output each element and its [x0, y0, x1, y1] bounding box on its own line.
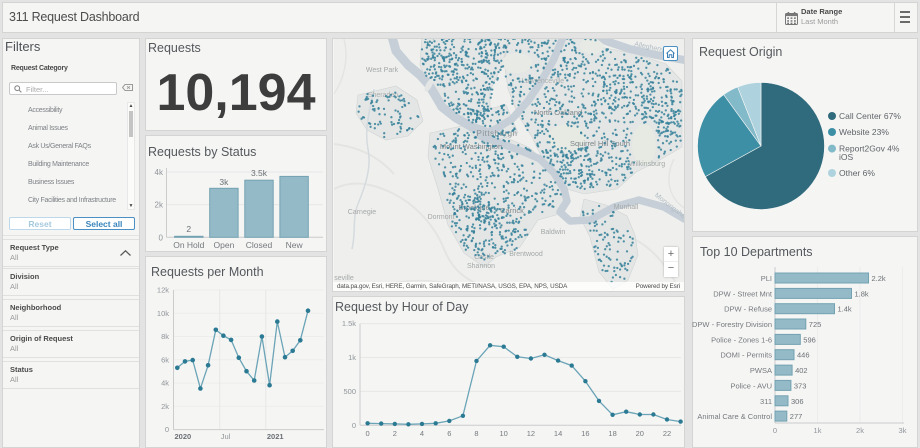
- svg-text:10: 10: [500, 429, 508, 438]
- svg-text:0: 0: [159, 233, 164, 242]
- svg-text:373: 373: [794, 381, 807, 390]
- svg-text:8: 8: [474, 429, 478, 438]
- svg-text:10k: 10k: [157, 309, 169, 318]
- svg-text:6: 6: [447, 429, 451, 438]
- svg-text:Animal Care & Control: Animal Care & Control: [697, 412, 772, 421]
- svg-text:1.5k: 1.5k: [342, 319, 356, 328]
- svg-text:8k: 8k: [161, 332, 169, 341]
- svg-text:3k: 3k: [219, 177, 229, 187]
- svg-text:Open: Open: [214, 240, 235, 250]
- svg-text:1.8k: 1.8k: [855, 289, 869, 298]
- svg-text:Carnegie: Carnegie: [348, 209, 377, 216]
- svg-text:402: 402: [795, 366, 808, 375]
- svg-text:2: 2: [186, 224, 191, 234]
- svg-text:2020: 2020: [175, 432, 192, 441]
- svg-text:DOMI - Permits: DOMI - Permits: [720, 351, 772, 360]
- svg-text:14: 14: [554, 429, 562, 438]
- svg-text:Other 6%: Other 6%: [839, 168, 875, 178]
- svg-text:3.5k: 3.5k: [251, 168, 268, 178]
- svg-text:311: 311: [760, 397, 772, 406]
- svg-text:0: 0: [352, 421, 356, 430]
- svg-text:2: 2: [393, 429, 397, 438]
- svg-text:16: 16: [581, 429, 589, 438]
- svg-text:DPW - Street Mnt: DPW - Street Mnt: [713, 289, 773, 298]
- svg-text:3k: 3k: [899, 426, 907, 435]
- svg-text:2k: 2k: [155, 201, 164, 210]
- svg-text:iOS: iOS: [839, 152, 854, 162]
- svg-text:Jul: Jul: [221, 432, 231, 441]
- svg-text:0: 0: [366, 429, 370, 438]
- svg-text:On Hold: On Hold: [173, 240, 204, 250]
- svg-text:725: 725: [809, 320, 822, 329]
- svg-text:4k: 4k: [155, 168, 164, 177]
- svg-text:6k: 6k: [161, 355, 169, 364]
- svg-text:Call Center 67%: Call Center 67%: [839, 111, 901, 121]
- svg-text:1.4k: 1.4k: [838, 305, 852, 314]
- svg-text:22: 22: [663, 429, 671, 438]
- svg-text:Dormont: Dormont: [428, 214, 455, 221]
- svg-text:306: 306: [791, 397, 804, 406]
- svg-text:0: 0: [773, 426, 777, 435]
- svg-text:Shannon: Shannon: [467, 263, 495, 270]
- svg-text:2.2k: 2.2k: [872, 274, 886, 283]
- svg-text:500: 500: [343, 387, 356, 396]
- svg-text:Police - Zones 1-6: Police - Zones 1-6: [711, 335, 772, 344]
- svg-text:Brentwood: Brentwood: [509, 251, 543, 258]
- svg-text:DPW - Forestry Division: DPW - Forestry Division: [692, 320, 772, 329]
- svg-text:4: 4: [420, 429, 424, 438]
- svg-text:277: 277: [790, 412, 803, 421]
- svg-text:seville: seville: [334, 275, 354, 282]
- svg-text:PLI: PLI: [761, 274, 772, 283]
- svg-text:2021: 2021: [267, 432, 284, 441]
- svg-text:596: 596: [803, 335, 816, 344]
- svg-text:Police - AVU: Police - AVU: [730, 381, 772, 390]
- svg-text:446: 446: [797, 351, 810, 360]
- svg-text:West Park: West Park: [366, 67, 399, 74]
- svg-text:20: 20: [636, 429, 644, 438]
- svg-text:PWSA: PWSA: [750, 366, 772, 375]
- svg-text:4k: 4k: [161, 379, 169, 388]
- svg-text:DPW - Refuse: DPW - Refuse: [724, 305, 772, 314]
- svg-text:Closed: Closed: [246, 240, 273, 250]
- svg-text:12: 12: [527, 429, 535, 438]
- svg-text:New: New: [286, 240, 304, 250]
- svg-text:12k: 12k: [157, 286, 169, 295]
- svg-text:2k: 2k: [161, 402, 169, 411]
- svg-text:1k: 1k: [348, 353, 356, 362]
- svg-text:0: 0: [165, 425, 169, 434]
- svg-text:Baldwin: Baldwin: [541, 229, 566, 236]
- svg-text:Munhall: Munhall: [614, 204, 639, 211]
- svg-text:Website 23%: Website 23%: [839, 127, 889, 137]
- svg-text:1k: 1k: [814, 426, 822, 435]
- svg-text:2k: 2k: [856, 426, 864, 435]
- svg-text:18: 18: [608, 429, 616, 438]
